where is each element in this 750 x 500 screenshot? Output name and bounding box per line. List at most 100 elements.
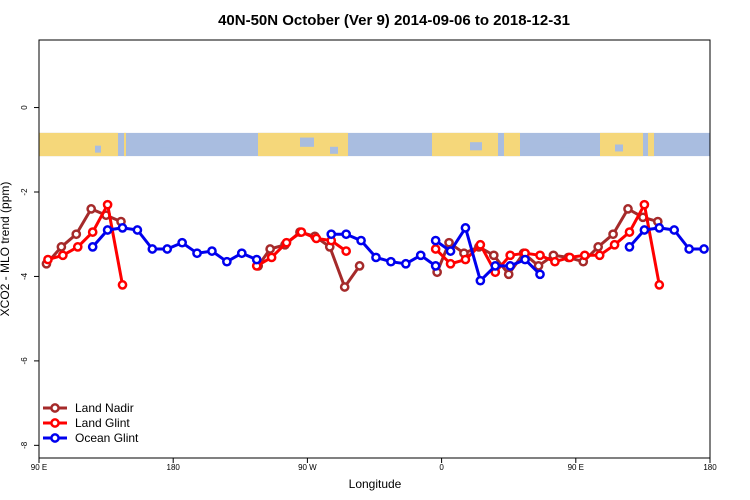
land-glint-point-1-6 <box>341 246 352 256</box>
ocean-glint-point-2-3 <box>475 275 486 286</box>
ocean-glint-point-2-2 <box>460 223 471 233</box>
land-glint-point-1-3 <box>296 227 307 237</box>
legend-marker-ocean-glint <box>50 433 60 443</box>
map-ocean <box>39 132 710 157</box>
ocean-glint-point-3-4 <box>684 244 694 254</box>
ocean-glint-point-3-0 <box>624 242 635 252</box>
ocean-glint-point-2-1 <box>445 246 456 256</box>
land-glint-point-0-2 <box>72 242 83 252</box>
map-land-3 <box>432 132 498 157</box>
land-glint-point-2-10 <box>579 250 590 261</box>
map-ocean-patch-1 <box>160 139 170 148</box>
world-map-strip <box>39 132 710 157</box>
land-glint-point-2-1 <box>445 258 456 269</box>
land-glint-point-2-2 <box>460 254 471 265</box>
y-tick-label-1: -2 <box>20 188 29 196</box>
y-axis: 0 -2 -4 -6 -8 <box>20 105 39 449</box>
ocean-glint-point-0-10 <box>236 248 247 259</box>
land-glint-point-2-5 <box>505 250 516 261</box>
ocean-glint-point-0-0 <box>87 242 98 252</box>
legend-marker-land-glint <box>50 418 60 428</box>
y-axis-label: XCO2 - MLO trend (ppm) <box>0 182 12 317</box>
land-glint-point-0-1 <box>58 250 68 261</box>
land-glint-point-0-5 <box>117 280 128 290</box>
y-tick-label-2: -4 <box>20 272 29 280</box>
land-glint-point-2-14 <box>639 199 650 210</box>
x-tick-label-4: 90 E <box>568 463 584 472</box>
plot-frame <box>38 39 711 459</box>
land-glint-point-0-4 <box>102 199 113 210</box>
y-tick-label-0: 0 <box>20 105 29 110</box>
land-glint-point-2-9 <box>564 252 575 263</box>
land-nadir-point-2-4 <box>488 250 499 261</box>
x-tick-label-2: 90 W <box>298 463 317 472</box>
ocean-glint-point-1-3 <box>371 252 381 263</box>
legend-marker-land-nadir <box>50 403 60 413</box>
map-ocean-patch-3 <box>330 146 338 154</box>
legend-label-land-glint: Land Glint <box>75 416 130 430</box>
x-axis: 90 E 180 90 W 0 90 E 180 <box>31 458 717 472</box>
ocean-glint-point-0-11 <box>251 254 262 265</box>
map-land-0 <box>39 132 118 157</box>
ocean-glint-point-2-5 <box>505 261 516 271</box>
ocean-glint-point-1-1 <box>341 229 352 240</box>
ocean-glint-point-3-5 <box>699 244 709 254</box>
land-glint-point-1-2 <box>281 237 292 248</box>
y-tick-label-4: -8 <box>20 441 29 449</box>
ocean-glint-point-0-3 <box>132 225 143 235</box>
ocean-glint-point-3-2 <box>654 223 665 233</box>
ocean-glint-point-0-4 <box>147 244 158 254</box>
x-axis-label: Longitude <box>349 477 402 491</box>
land-glint-point-2-15 <box>654 280 665 290</box>
map-land-1 <box>124 132 126 157</box>
land-glint-point-2-0 <box>430 244 441 254</box>
land-glint-point-2-8 <box>550 256 560 267</box>
ocean-glint-point-0-2 <box>117 223 128 233</box>
land-nadir-point-1-1 <box>265 244 275 254</box>
series-land-nadir <box>41 204 663 292</box>
land-nadir-point-0-1 <box>56 242 67 252</box>
map-ocean-patch-2 <box>300 137 314 147</box>
map-ocean-patch-6 <box>560 138 572 148</box>
ocean-glint-point-1-0 <box>326 229 337 240</box>
ocean-glint-point-1-4 <box>386 256 396 267</box>
ocean-glint-point-0-5 <box>162 244 173 254</box>
land-glint-point-1-1 <box>266 252 277 263</box>
ocean-glint-point-0-7 <box>192 248 202 259</box>
x-tick-label-1: 180 <box>167 463 181 472</box>
legend-label-land-nadir: Land Nadir <box>75 401 134 415</box>
ocean-glint-point-2-4 <box>490 261 501 271</box>
land-glint-point-2-7 <box>535 250 545 261</box>
land-nadir-point-2-7 <box>533 261 544 271</box>
ocean-glint-point-0-6 <box>177 237 187 248</box>
ocean-glint-point-2-7 <box>535 269 545 280</box>
x-tick-label-0: 90 E <box>31 463 47 472</box>
chart-title: 40N-50N October (Ver 9) 2014-09-06 to 20… <box>218 12 570 29</box>
ocean-glint-point-1-5 <box>400 258 411 269</box>
ocean-glint-point-3-1 <box>639 225 650 235</box>
land-glint-point-1-4 <box>311 233 322 244</box>
land-glint-point-2-11 <box>594 250 605 261</box>
x-tick-label-3: 0 <box>439 463 444 472</box>
y-tick-label-3: -6 <box>20 357 29 365</box>
ocean-glint-point-0-8 <box>207 246 217 256</box>
land-glint-point-2-12 <box>609 239 620 250</box>
map-land-4 <box>504 132 520 157</box>
ocean-glint-point-2-6 <box>520 254 530 265</box>
land-nadir-point-2-1 <box>444 237 454 248</box>
ocean-glint-point-3-3 <box>669 225 680 235</box>
land-nadir-point-2-11 <box>593 242 604 252</box>
map-ocean-patch-5 <box>520 135 530 147</box>
legend-label-ocean-glint: Ocean Glint <box>75 431 139 445</box>
land-nadir-point-0-3 <box>86 204 97 214</box>
map-ocean-patch-4 <box>470 142 482 151</box>
land-nadir-point-1-7 <box>354 261 365 271</box>
land-glint-point-0-0 <box>43 254 53 265</box>
ocean-glint-point-1-7 <box>430 261 441 271</box>
series-ocean-glint <box>87 223 709 286</box>
ocean-glint-point-1-2 <box>356 235 366 246</box>
land-glint-point-0-3 <box>87 227 98 237</box>
land-nadir-point-0-2 <box>71 229 82 240</box>
